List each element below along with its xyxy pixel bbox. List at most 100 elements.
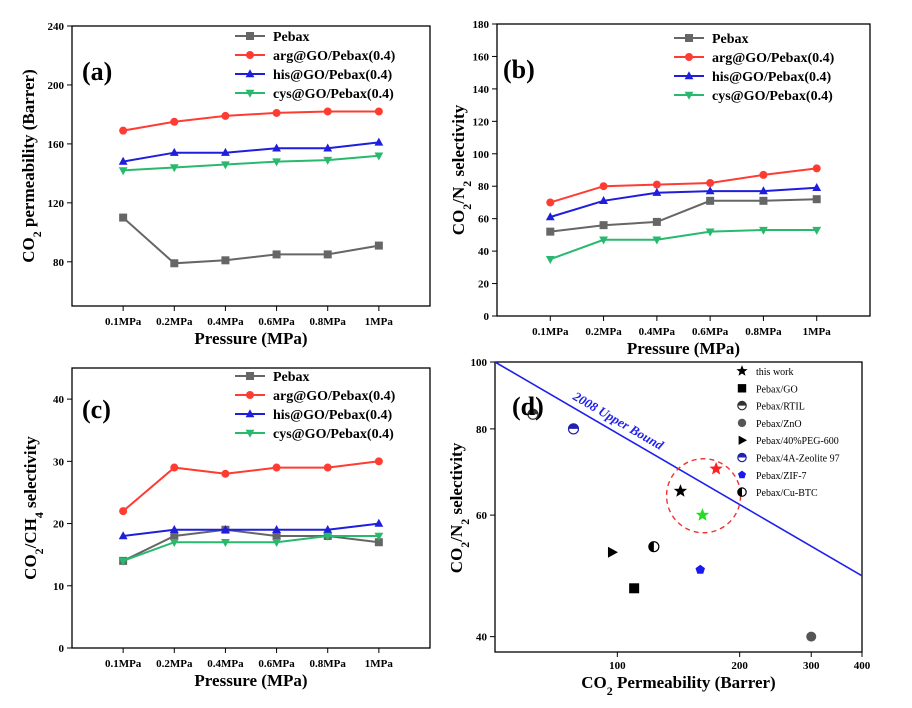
series-line (122, 110, 379, 132)
legend-label: arg@GO/Pebax(0.4) (273, 49, 396, 64)
data-point-fill (648, 541, 654, 552)
data-point (599, 236, 608, 245)
series-2 (545, 183, 822, 221)
data-point (546, 227, 555, 236)
data-point-fill (527, 409, 538, 415)
y-tick-label: 30 (53, 456, 65, 468)
data-point (169, 539, 179, 548)
data-point (119, 213, 128, 222)
data-point (272, 250, 281, 259)
series-1 (119, 457, 383, 516)
x-tick-label: 0.1MPa (105, 658, 142, 670)
series-line (122, 460, 380, 512)
series-line (122, 216, 380, 265)
legend-label: Pebax (273, 30, 310, 45)
data-point (170, 117, 179, 126)
data-point (170, 463, 179, 472)
x-tick-label: 1MPa (365, 316, 394, 328)
data-point (119, 507, 128, 516)
plot-frame (494, 361, 863, 653)
y-tick-label: 0 (484, 311, 490, 323)
data-point (221, 147, 230, 156)
legend-marker-fill (737, 453, 747, 458)
y-axis-title: CO2/CH4 selectivity (21, 436, 46, 580)
x-tick-label: 0.2MPa (156, 658, 193, 670)
y-tick-label: 80 (478, 181, 490, 193)
x-tick-label: 0.8MPa (310, 658, 347, 670)
legend-label: cys@GO/Pebax(0.4) (273, 87, 394, 102)
data-point (695, 564, 705, 574)
y-axis-title: CO2/N2 selectivity (447, 442, 472, 573)
data-point (118, 531, 128, 540)
legend-marker (685, 53, 693, 61)
data-point (812, 226, 822, 235)
legend-marker (245, 409, 255, 418)
data-point (272, 539, 281, 548)
legend-label: cys@GO/Pebax(0.4) (712, 89, 833, 104)
y-axis-title: CO2/N2 selectivity (449, 104, 474, 235)
legend-label: his@GO/Pebax(0.4) (712, 70, 832, 85)
legend-label: arg@GO/Pebax(0.4) (712, 51, 835, 66)
data-point (806, 631, 817, 642)
x-tick-label: 0.4MPa (207, 316, 244, 328)
data-point (374, 152, 384, 161)
x-tick-label: 300 (803, 660, 820, 672)
plot-frame (71, 25, 431, 307)
y-tick-label: 20 (53, 519, 65, 531)
legend-label: cys@GO/Pebax(0.4) (273, 427, 394, 442)
legend-marker (245, 69, 255, 78)
x-axis-title: CO2 Permeability (Barrer) (581, 673, 775, 698)
legend-marker (737, 384, 747, 393)
legend-marker (737, 418, 747, 428)
x-tick-label: 1MPa (365, 658, 394, 670)
legend-label: arg@GO/Pebax(0.4) (273, 389, 396, 404)
legend-marker-fill (737, 401, 747, 406)
legend: Pebax arg@GO/Pebax(0.4) his@GO/Pebax(0.4) c… (674, 32, 835, 104)
y-tick-label: 180 (473, 19, 490, 31)
data-point (709, 461, 723, 475)
x-tick-label: 0.1MPa (532, 326, 569, 338)
data-point (599, 182, 608, 191)
series-line (549, 229, 817, 261)
data-point (599, 221, 608, 230)
y-tick-label: 80 (53, 257, 65, 269)
legend-label: Pebax/GO (756, 384, 798, 395)
y-tick-label: 60 (476, 510, 488, 522)
legend-marker (246, 51, 254, 59)
data-point (759, 186, 768, 195)
data-point (221, 539, 230, 548)
data-point (374, 538, 383, 547)
x-tick-label: 0.2MPa (156, 316, 193, 328)
x-tick-label: 0.6MPa (258, 658, 295, 670)
plot-frame (496, 23, 871, 317)
chart-panel-a: 80 120 160 200 240 0.1MPa 0.2MPa 0.4MPa 0.6MPa 0.… (19, 21, 431, 348)
y-tick-label: 240 (48, 21, 65, 33)
data-point (695, 508, 710, 521)
data-point (323, 250, 332, 259)
legend-label: Pebax/4A-Zeolite 97 (756, 454, 840, 465)
x-tick-label: 0.4MPa (639, 326, 676, 338)
data-point (673, 484, 688, 497)
data-point (648, 541, 660, 553)
data-point (759, 226, 768, 235)
data-point (374, 241, 383, 250)
data-point (272, 143, 281, 152)
chart-panel-c: 0 10 20 30 40 0.1MPa 0.2MPa 0.4MPa 0.6MPa 0.8MPa 1… (21, 367, 431, 690)
series-3 (118, 532, 384, 566)
data-point (221, 256, 230, 265)
legend-marker (685, 34, 693, 42)
legend-label: Pebax/ZIF-7 (756, 471, 807, 482)
y-tick-label: 10 (53, 581, 65, 593)
series-line (122, 522, 380, 537)
y-tick-label: 40 (53, 394, 65, 406)
data-point (170, 259, 179, 268)
data-point (221, 469, 230, 478)
plot-frame (71, 367, 431, 649)
data-point (705, 186, 715, 195)
data-point (812, 164, 821, 173)
x-tick-label: 0.4MPa (207, 658, 244, 670)
series-line (123, 154, 379, 172)
data-point (545, 256, 555, 265)
data-point (607, 546, 618, 558)
